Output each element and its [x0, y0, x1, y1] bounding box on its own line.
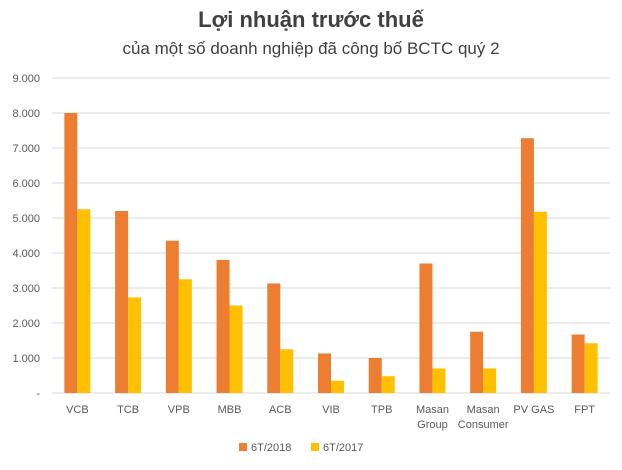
x-tick-label: TPB: [371, 404, 392, 416]
bar-6T/2017: [584, 343, 598, 393]
bar-6T/2018: [520, 138, 534, 393]
bar-6T/2018: [571, 334, 585, 393]
bar-6T/2017: [128, 297, 142, 393]
bar-6T/2018: [318, 353, 331, 393]
legend-label: 6T/2018: [251, 442, 291, 454]
bar-6T/2018: [419, 263, 433, 393]
x-tick-label: PV GAS: [513, 404, 554, 416]
bar-6T/2018: [267, 283, 281, 393]
x-tick-label: TCB: [117, 404, 139, 416]
y-tick-label: 7.000: [12, 143, 40, 155]
y-tick-label: 2.000: [12, 318, 40, 330]
bar-6T/2017: [77, 209, 91, 393]
legend-swatch: [311, 443, 319, 451]
y-tick-label: 6.000: [12, 178, 40, 190]
y-tick-label: -: [36, 388, 40, 400]
bar-6T/2018: [216, 260, 230, 393]
bar-6T/2017: [178, 279, 192, 393]
x-tick-label: MBB: [218, 404, 242, 416]
bar-6T/2017: [280, 349, 294, 393]
x-tick-label: Consumer: [458, 419, 509, 431]
bar-6T/2017: [533, 211, 547, 393]
y-tick-label: 9.000: [12, 73, 40, 85]
y-tick-label: 1.000: [12, 353, 40, 365]
bar-6T/2018: [368, 358, 382, 393]
bar-6T/2018: [165, 240, 179, 393]
bar-6T/2018: [115, 211, 129, 393]
legend-label: 6T/2017: [323, 442, 363, 454]
bar-6T/2018: [470, 331, 484, 393]
x-tick-label: VIB: [322, 404, 340, 416]
y-tick-label: 8.000: [12, 108, 40, 120]
y-tick-label: 3.000: [12, 283, 40, 295]
chart-subtitle: của một số doanh nghiệp đã công bố BCTC …: [122, 39, 500, 58]
bar-6T/2017: [483, 368, 497, 393]
bar-6T/2017: [381, 376, 395, 393]
y-tick-label: 5.000: [12, 213, 40, 225]
chart-title: Lợi nhuận trước thuế: [198, 7, 424, 32]
x-tick-label: Group: [417, 419, 448, 431]
bar-6T/2017: [331, 380, 344, 393]
bar-6T/2017: [229, 305, 243, 393]
bar-6T/2018: [64, 113, 78, 393]
x-tick-label: Masan: [416, 404, 449, 416]
legend-swatch: [239, 443, 247, 451]
x-tick-label: VPB: [168, 404, 190, 416]
bar-6T/2017: [432, 368, 446, 393]
x-tick-label: FPT: [574, 404, 595, 416]
x-tick-label: ACB: [269, 404, 292, 416]
x-tick-label: Masan: [467, 404, 500, 416]
y-tick-label: 4.000: [12, 248, 40, 260]
x-tick-label: VCB: [66, 404, 89, 416]
